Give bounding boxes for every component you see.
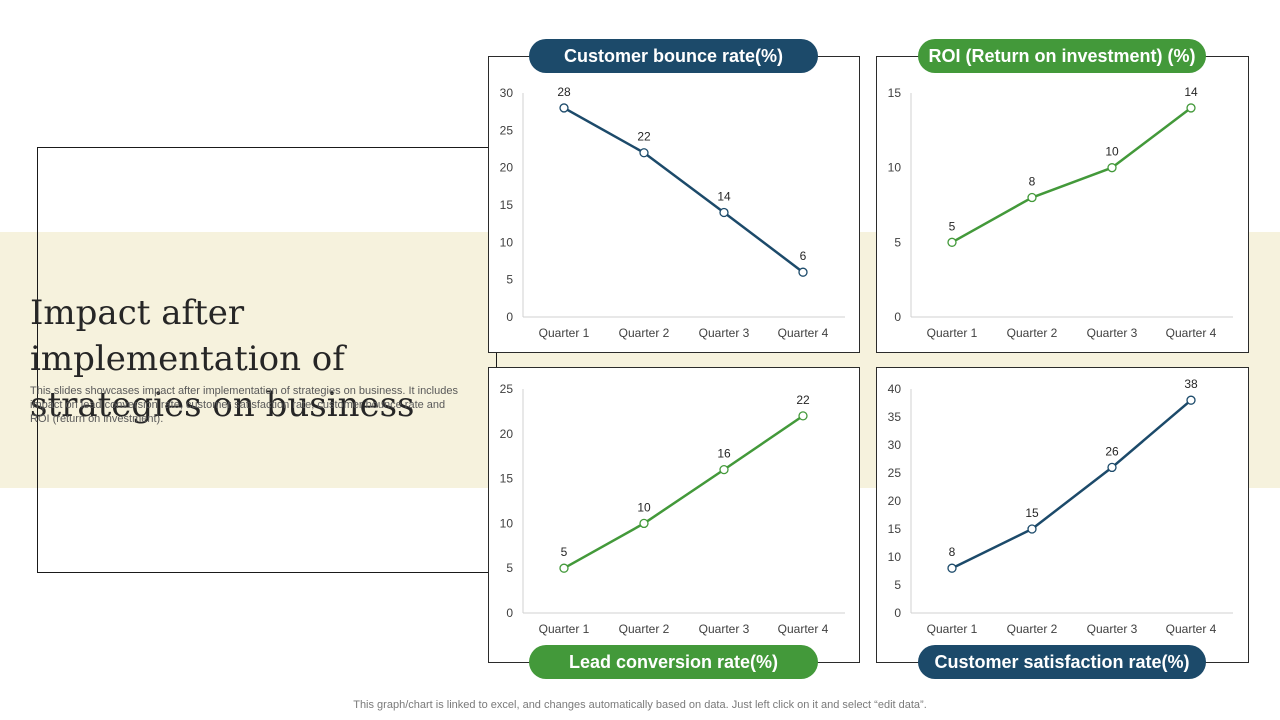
data-label: 8 [949, 545, 956, 559]
y-tick-label: 5 [506, 561, 513, 575]
chart-svg-customer-satisfaction: 0 5 10 15 20 25 30 35 40 Quarter 1 Quarter 2 Quarte… [888, 377, 1233, 636]
data-label: 8 [1029, 175, 1036, 189]
data-label: 6 [800, 249, 807, 263]
data-label: 10 [637, 500, 651, 514]
x-tick-label: Quarter 3 [699, 326, 750, 340]
y-tick-label: 10 [500, 516, 514, 530]
x-tick-label: Quarter 4 [778, 326, 829, 340]
footer-note: This graph/chart is linked to excel, and… [353, 699, 927, 711]
y-tick-label: 0 [506, 310, 513, 324]
y-tick-label: 20 [500, 427, 514, 441]
y-tick-label: 10 [500, 235, 514, 249]
x-tick-label: Quarter 3 [699, 622, 750, 636]
x-tick-label: Quarter 2 [1007, 326, 1058, 340]
y-tick-label: 30 [500, 86, 514, 100]
chart-svg-lead-conversion: 0 5 10 15 20 25 Quarter 1 Quarter 2 Quarter 3 Qua… [500, 382, 845, 636]
data-label: 10 [1105, 145, 1119, 159]
x-tick-label: Quarter 2 [619, 326, 670, 340]
chart-title-customer-satisfaction: Customer satisfaction rate(%) [918, 645, 1206, 679]
y-tick-label: 40 [888, 382, 902, 396]
data-label: 5 [561, 545, 568, 559]
page-title: Impact after implementation of strategie… [30, 293, 415, 425]
x-tick-label: Quarter 2 [619, 622, 670, 636]
chart-customer-satisfaction-rate[interactable]: 0 5 10 15 20 25 30 35 40 Quarter 1 Quarter 2 Quarte… [876, 367, 1249, 663]
data-label: 38 [1184, 377, 1198, 391]
data-point [1107, 163, 1117, 173]
data-point [798, 267, 808, 277]
chart-svg-bounce-rate: 0 5 10 15 20 25 30 Quarter 1 Quarter 2 Quarter 3 Q… [500, 85, 845, 340]
data-point [1027, 524, 1037, 534]
title-frame [37, 147, 497, 573]
y-tick-label: 5 [506, 273, 513, 287]
y-tick-label: 30 [888, 438, 902, 452]
y-tick-label: 20 [888, 494, 902, 508]
x-tick-label: Quarter 1 [539, 326, 590, 340]
y-tick-label: 25 [888, 466, 902, 480]
x-tick-label: Quarter 2 [1007, 622, 1058, 636]
y-tick-label: 0 [894, 606, 901, 620]
y-tick-label: 15 [888, 522, 902, 536]
chart-svg-roi: 0 5 10 15 Quarter 1 Quarter 2 Quarter 3 Quarter… [888, 85, 1233, 340]
data-label: 28 [557, 85, 571, 99]
page-subtitle: This slides showcases impact after imple… [30, 385, 458, 425]
data-label: 14 [717, 189, 731, 203]
series-line [951, 106, 1192, 244]
data-label: 14 [1184, 85, 1198, 99]
data-label: 22 [637, 130, 651, 144]
data-label: 26 [1105, 444, 1119, 458]
series-line [563, 106, 804, 274]
data-point [559, 103, 569, 113]
data-point [798, 411, 808, 421]
data-point [1027, 192, 1037, 203]
series-line [563, 414, 804, 570]
data-point [719, 464, 729, 475]
x-tick-label: Quarter 3 [1087, 326, 1138, 340]
y-tick-label: 35 [888, 410, 902, 424]
chart-title-roi: ROI (Return on investment) (%) [918, 39, 1206, 73]
data-point [947, 237, 957, 247]
chart-roi[interactable]: 0 5 10 15 Quarter 1 Quarter 2 Quarter 3 Quarter… [876, 56, 1249, 353]
y-tick-label: 10 [888, 550, 902, 564]
x-tick-label: Quarter 4 [1166, 622, 1217, 636]
data-label: 15 [1025, 506, 1039, 520]
chart-title-lead-conversion: Lead conversion rate(%) [529, 645, 818, 679]
y-tick-label: 25 [500, 382, 514, 396]
x-tick-label: Quarter 1 [927, 326, 978, 340]
y-tick-label: 15 [500, 198, 514, 212]
x-tick-label: Quarter 4 [778, 622, 829, 636]
x-tick-label: Quarter 1 [539, 622, 590, 636]
data-point [639, 148, 649, 158]
data-point [947, 563, 957, 573]
x-tick-label: Quarter 1 [927, 622, 978, 636]
y-tick-label: 0 [894, 310, 901, 324]
x-tick-label: Quarter 3 [1087, 622, 1138, 636]
y-tick-label: 5 [894, 578, 901, 592]
chart-title-bounce-rate: Customer bounce rate(%) [529, 39, 818, 73]
y-tick-label: 20 [500, 161, 514, 175]
chart-lead-conversion-rate[interactable]: 0 5 10 15 20 25 Quarter 1 Quarter 2 Quarter 3 Qua… [488, 367, 860, 663]
data-point [639, 518, 649, 529]
data-label: 16 [717, 447, 731, 461]
y-tick-label: 10 [888, 161, 902, 175]
y-tick-label: 15 [500, 472, 514, 486]
data-label: 5 [949, 219, 956, 233]
data-point [1186, 103, 1196, 113]
data-point [559, 563, 569, 573]
series-line [951, 399, 1192, 570]
y-tick-label: 15 [888, 86, 902, 100]
data-point [1107, 462, 1117, 473]
y-tick-label: 5 [894, 235, 901, 249]
data-label: 22 [796, 393, 810, 407]
y-tick-label: 25 [500, 123, 514, 137]
y-tick-label: 0 [506, 606, 513, 620]
x-tick-label: Quarter 4 [1166, 326, 1217, 340]
data-point [719, 207, 729, 218]
data-point [1186, 395, 1196, 405]
chart-customer-bounce-rate[interactable]: 0 5 10 15 20 25 30 Quarter 1 Quarter 2 Quarter 3 Q… [488, 56, 860, 353]
